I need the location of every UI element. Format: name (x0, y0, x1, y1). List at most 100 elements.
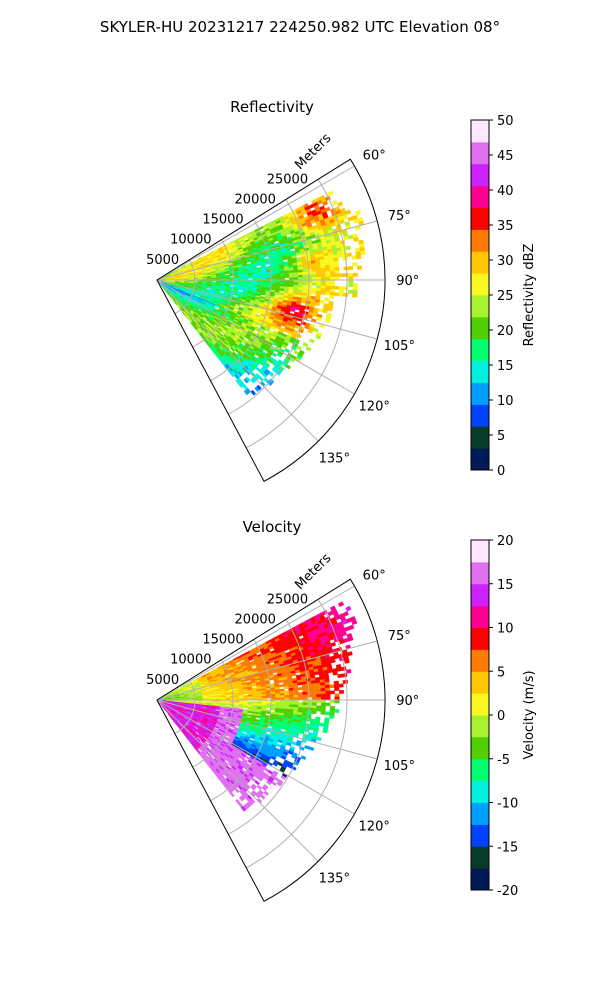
radar-cell (238, 288, 244, 291)
radar-cell (279, 275, 285, 279)
radar-cell (284, 275, 290, 279)
radar-cell (261, 281, 267, 285)
radar-cell (293, 269, 299, 274)
azimuth-tick-label: 105° (384, 339, 415, 354)
radar-cell (307, 271, 313, 275)
radar-cell (329, 684, 335, 689)
colorbar-segment (471, 393, 489, 405)
radar-cell (270, 701, 276, 705)
colorbar-tick-label: 5 (497, 429, 505, 444)
radar-cell (284, 692, 290, 696)
radar-cell (261, 695, 267, 699)
colorbar-segment (471, 426, 489, 438)
colorbar-tick-label: 25 (497, 289, 514, 304)
radar-cell (307, 274, 313, 278)
radar-cell (306, 268, 313, 273)
radar-cell (275, 275, 281, 279)
azimuth-tick-label: 75° (388, 209, 411, 224)
radar-cell (329, 264, 335, 269)
radar-cell (352, 283, 358, 288)
colorbar-tick-label: 15 (497, 359, 514, 374)
radar-cell (307, 702, 313, 706)
colorbar-segment (471, 120, 489, 132)
radar-cell (341, 673, 348, 678)
radar-cell (224, 272, 230, 275)
colorbar-segment (471, 229, 489, 241)
colorbar-tick-label: 10 (497, 394, 514, 409)
radar-cell (355, 254, 362, 260)
radar-cell (318, 722, 325, 727)
radar-cell (329, 267, 335, 272)
radar-cell (308, 726, 315, 731)
radar-cell (329, 705, 335, 710)
radar-cell (311, 702, 317, 706)
radar-cell (338, 286, 345, 291)
radar-cell (293, 272, 299, 276)
radar-data-cells (159, 190, 366, 396)
radar-cell (333, 263, 340, 268)
radar-cell (295, 306, 301, 311)
radar-cell (298, 702, 304, 706)
radar-cell (297, 704, 304, 708)
radar-cell (340, 666, 347, 672)
radar-cell (247, 276, 253, 279)
radar-cell (260, 292, 266, 296)
radar-cell (270, 273, 276, 277)
radar-cell (293, 704, 299, 708)
reflectivity-panel-title: Reflectivity (230, 98, 314, 116)
colorbar-segment (471, 371, 489, 383)
radar-cell (311, 282, 317, 286)
radar-cell (297, 272, 304, 276)
radar-cell (297, 284, 304, 288)
radar-cell (311, 685, 317, 690)
radar-cell (334, 687, 340, 691)
radar-cell (348, 624, 355, 631)
radar-cell (250, 389, 256, 396)
radar-cell (270, 695, 276, 699)
radar-cell (311, 691, 317, 695)
velocity-panel-title: Velocity (243, 518, 302, 536)
radar-cell (316, 694, 322, 698)
colorbar-segment (471, 284, 489, 296)
radar-cell (311, 265, 317, 270)
radar-cell (352, 293, 358, 298)
radar-cell (330, 641, 337, 647)
radar-cell (247, 710, 253, 714)
radar-cell (337, 601, 345, 608)
radar-cell (348, 283, 354, 288)
range-tick-label: 5000 (146, 253, 179, 268)
colorbar-segment (471, 251, 489, 263)
radar-cell (320, 693, 326, 698)
radar-cell (211, 700, 217, 703)
radar-cell (331, 199, 338, 206)
radar-cell (293, 274, 299, 278)
radar-cell (261, 694, 267, 697)
colorbar-segment (471, 185, 489, 198)
colorbar-segment (471, 404, 489, 416)
radar-cell (300, 755, 307, 761)
colorbar-segment (471, 415, 489, 427)
radar-data-cells (159, 601, 358, 812)
azimuth-tick-label: 90° (396, 274, 419, 289)
radar-cell (261, 274, 267, 277)
radar-cell (302, 271, 308, 276)
radar-cell (278, 684, 285, 688)
radar-cell (329, 285, 335, 290)
colorbar-tick-label: 35 (497, 219, 514, 234)
radar-cell (261, 275, 267, 279)
radar-cell (293, 282, 299, 286)
radar-cell (312, 327, 319, 333)
radar-cell (288, 272, 294, 276)
radar-cell (343, 266, 349, 271)
radar-cell (202, 695, 208, 698)
radar-cell (339, 273, 345, 278)
colorbar-tick-label: 45 (497, 149, 514, 164)
radar-cell (324, 206, 331, 212)
radar-cell (329, 270, 335, 275)
radar-cell (288, 692, 294, 696)
radar-cell (320, 702, 326, 707)
radar-cell (297, 687, 303, 691)
radar-cell (342, 256, 348, 261)
radar-cell (284, 701, 290, 705)
